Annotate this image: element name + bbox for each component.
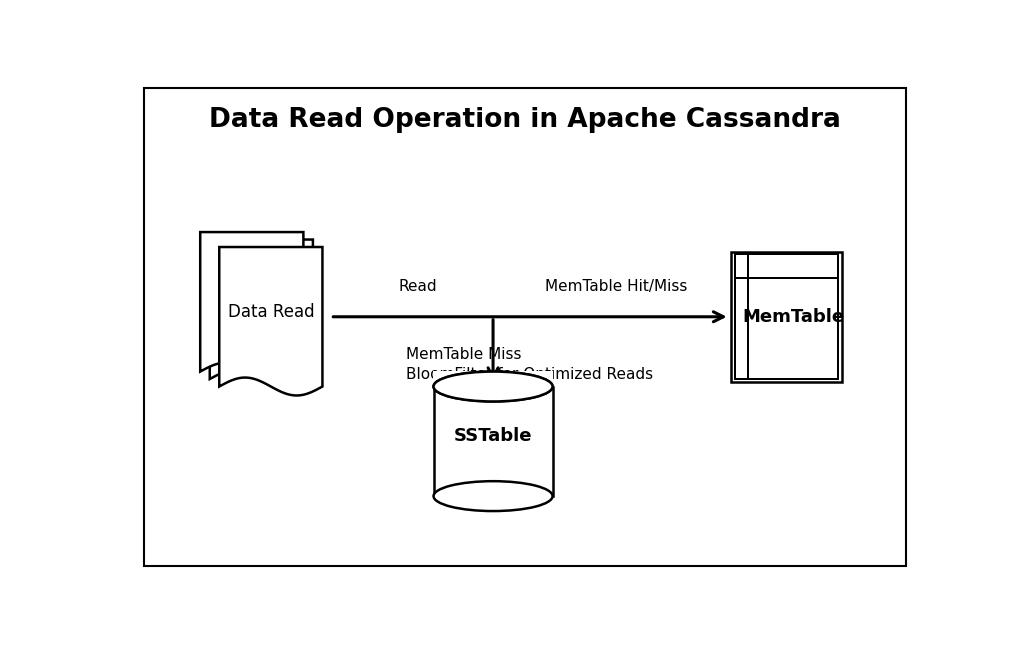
Text: MemTable Miss: MemTable Miss <box>406 347 521 362</box>
Polygon shape <box>210 239 313 388</box>
Bar <box>433 371 553 387</box>
Ellipse shape <box>433 371 553 401</box>
Text: MemTable Hit/Miss: MemTable Hit/Miss <box>545 280 687 294</box>
Bar <box>735 254 839 379</box>
Text: Read: Read <box>398 280 437 294</box>
Text: Data Read: Data Read <box>227 303 314 321</box>
Polygon shape <box>201 232 303 380</box>
Bar <box>731 252 843 382</box>
Bar <box>433 386 553 496</box>
Ellipse shape <box>433 371 553 401</box>
Ellipse shape <box>433 481 553 511</box>
Text: SSTable: SSTable <box>454 427 532 445</box>
Text: Data Read Operation in Apache Cassandra: Data Read Operation in Apache Cassandra <box>209 107 841 133</box>
Polygon shape <box>219 247 323 395</box>
Text: BloomFilter for Optimized Reads: BloomFilter for Optimized Reads <box>406 367 653 382</box>
Text: MemTable: MemTable <box>742 308 845 326</box>
